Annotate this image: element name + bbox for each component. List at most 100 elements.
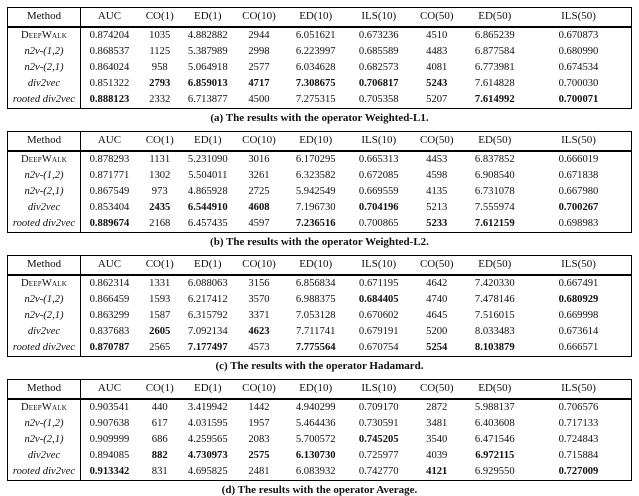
value-cell: 2605 [149, 326, 171, 338]
value-cell: 6.837852 [474, 154, 515, 166]
table-row: n2v-(2,1) 0.909999 686 4.259565 2083 5.700572… [7, 432, 632, 448]
value-cell: 0.700071 [558, 94, 599, 106]
value-cell: 0.909999 [89, 434, 130, 446]
column-header-3: ED(1) [181, 379, 234, 400]
value-cell: 6.988375 [295, 294, 336, 306]
value-cell: 0.672085 [358, 170, 399, 182]
value-cell: 0.903541 [89, 402, 130, 414]
value-cell: 0.706817 [358, 78, 399, 90]
value-cell: 831 [151, 466, 168, 478]
value-cell: 0.679191 [358, 326, 399, 338]
value-cell: 6.544910 [187, 202, 228, 214]
table-row: div2vec 0.894085 882 4.730973 2575 6.130730 0.… [7, 448, 632, 464]
column-header-2: CO(1) [137, 7, 182, 28]
value-cell: 0.667980 [558, 186, 599, 198]
column-header-9: ILS(50) [525, 7, 632, 28]
method-cell: DeepWalk [7, 27, 81, 44]
value-cell: 4.865928 [187, 186, 228, 198]
table-row: DeepWalk 0.874204 1035 4.882882 2944 6.051621… [7, 27, 632, 44]
value-cell: 5243 [426, 78, 448, 90]
value-cell: 5.064918 [187, 62, 228, 74]
value-cell: 4597 [248, 218, 270, 230]
value-cell: 2577 [248, 62, 270, 74]
value-cell: 4645 [426, 310, 448, 322]
value-cell: 0.715884 [558, 450, 599, 462]
value-cell: 0.670873 [558, 30, 599, 42]
value-cell: 7.711741 [296, 326, 336, 338]
table-row: n2v-(1,2) 0.866459 1593 6.217412 3570 6.98837… [7, 292, 632, 308]
value-cell: 0.870787 [89, 342, 130, 354]
method-cell: rooted div2vec [7, 340, 81, 357]
column-header-5: ED(10) [283, 379, 348, 400]
value-cell: 6.773981 [474, 62, 515, 74]
value-cell: 0.863299 [89, 310, 130, 322]
column-header-5: ED(10) [283, 7, 348, 28]
value-cell: 6.083932 [295, 466, 336, 478]
column-header-4: CO(10) [233, 7, 284, 28]
value-cell: 1331 [149, 278, 171, 290]
value-cell: 0.671838 [558, 170, 599, 182]
table-block-b: Method AUC CO(1) ED(1) CO(10) ED(10) ILS(10) CO… [7, 131, 632, 248]
method-cell: rooted div2vec [7, 92, 81, 109]
value-cell: 4.031595 [187, 418, 228, 430]
value-cell: 0.742770 [358, 466, 399, 478]
table-row: rooted div2vec 0.870787 2565 7.177497 4573 7.… [7, 340, 632, 357]
value-cell: 1131 [149, 154, 171, 166]
column-header-3: ED(1) [181, 255, 234, 276]
value-cell: 4081 [426, 62, 448, 74]
value-cell: 0.673236 [358, 30, 399, 42]
column-header-7: CO(50) [409, 7, 464, 28]
column-header-4: CO(10) [233, 131, 284, 152]
value-cell: 6.877584 [474, 46, 515, 58]
value-cell: 0.894085 [89, 450, 130, 462]
value-cell: 0.837683 [89, 326, 130, 338]
value-cell: 7.177497 [187, 342, 228, 354]
value-cell: 440 [151, 402, 168, 414]
value-cell: 4740 [426, 294, 448, 306]
value-cell: 0.725977 [358, 450, 399, 462]
column-header-5: ED(10) [283, 255, 348, 276]
value-cell: 2435 [149, 202, 171, 214]
value-cell: 7.612159 [474, 218, 515, 230]
value-cell: 4510 [426, 30, 448, 42]
value-cell: 0.878293 [89, 154, 130, 166]
table-block-a: Method AUC CO(1) ED(1) CO(10) ED(10) ILS(10) CO… [7, 7, 632, 124]
column-header-6: ILS(10) [347, 131, 410, 152]
value-cell: 0.745205 [358, 434, 399, 446]
value-cell: 5.504011 [188, 170, 228, 182]
value-cell: 0.871771 [89, 170, 130, 182]
table-row: rooted div2vec 0.889674 2168 6.457435 4597 7.… [7, 216, 632, 233]
method-cell: n2v-(1,2) [7, 416, 81, 432]
table-row: rooted div2vec 0.913342 831 4.695825 2481 6.0… [7, 464, 632, 481]
value-cell: 5213 [426, 202, 448, 214]
value-cell: 0.670754 [358, 342, 399, 354]
column-header-1: AUC [80, 379, 138, 400]
value-cell: 4.940299 [295, 402, 336, 414]
column-header-5: ED(10) [283, 131, 348, 152]
value-cell: 5.988137 [474, 402, 515, 414]
value-cell: 2481 [248, 466, 270, 478]
value-cell: 6.856834 [295, 278, 336, 290]
value-cell: 7.275315 [295, 94, 336, 106]
value-cell: 5254 [426, 342, 448, 354]
value-cell: 6.731078 [474, 186, 515, 198]
value-cell: 4.259565 [187, 434, 228, 446]
column-header-6: ILS(10) [347, 7, 410, 28]
value-cell: 0.851322 [89, 78, 130, 90]
value-cell: 5.464436 [295, 418, 336, 430]
value-cell: 7.614992 [474, 94, 515, 106]
column-header-8: ED(50) [463, 131, 526, 152]
value-cell: 7.420330 [474, 278, 515, 290]
table-row: div2vec 0.837683 2605 7.092134 4623 7.711741 0… [7, 324, 632, 340]
table-row: div2vec 0.851322 2793 6.859013 4717 7.308675 0… [7, 76, 632, 92]
value-cell: 617 [151, 418, 168, 430]
method-cell: DeepWalk [7, 399, 81, 416]
value-cell: 2998 [248, 46, 270, 58]
value-cell: 686 [151, 434, 168, 446]
value-cell: 0.673614 [558, 326, 599, 338]
value-cell: 0.704196 [358, 202, 399, 214]
value-cell: 0.862314 [89, 278, 130, 290]
column-header-0: Method [7, 7, 81, 28]
column-header-9: ILS(50) [525, 131, 632, 152]
value-cell: 7.092134 [187, 326, 228, 338]
